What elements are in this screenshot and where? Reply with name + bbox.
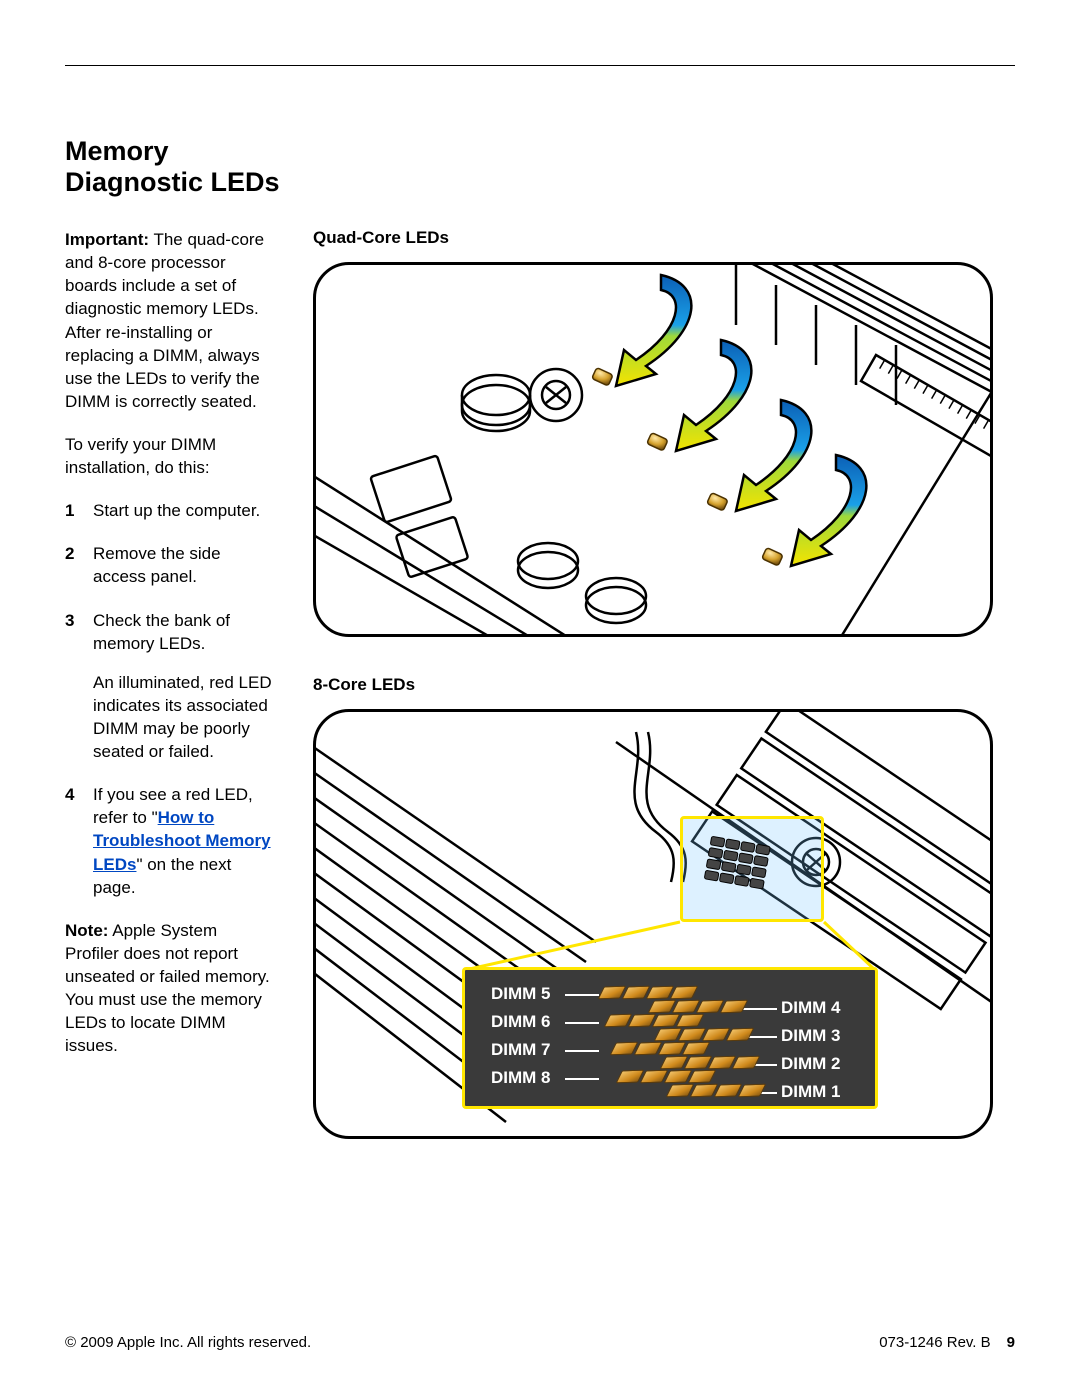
heading-line-1: Memory (65, 136, 169, 166)
page: Memory Diagnostic LEDs Important: The qu… (0, 0, 1080, 1397)
dimm5-label: DIMM 5 (491, 984, 551, 1004)
lead-line (565, 1050, 599, 1052)
dimm-callout: DIMM 5 DIMM 6 DIMM 7 DIMM 8 DIMM 4 DIMM … (462, 967, 878, 1109)
step-text: Remove the side access panel. (93, 542, 275, 588)
chip-row (657, 1026, 753, 1046)
copyright-text: © 2009 Apple Inc. All rights reserved. (65, 1334, 311, 1351)
note-label: Note: (65, 921, 108, 940)
two-column-layout: Important: The quad-core and 8-core proc… (65, 228, 1015, 1139)
note-text: Apple System Profiler does not report un… (65, 921, 270, 1056)
quad-core-figure (313, 262, 993, 637)
step-number: 4 (65, 783, 79, 899)
lead-line (565, 1022, 599, 1024)
step-2: 2 Remove the side access panel. (65, 542, 275, 588)
eight-core-figure: DIMM 5 DIMM 6 DIMM 7 DIMM 8 DIMM 4 DIMM … (313, 709, 993, 1139)
chip-row (663, 1054, 759, 1074)
page-footer: © 2009 Apple Inc. All rights reserved. 0… (65, 1334, 1015, 1351)
quad-core-label: Quad-Core LEDs (313, 228, 1015, 248)
doc-number: 073-1246 Rev. B (879, 1334, 990, 1351)
steps-list: 1 Start up the computer. 2 Remove the si… (65, 499, 275, 899)
lead-line (743, 1008, 777, 1010)
heading-line-2: Diagnostic LEDs (65, 167, 280, 197)
dimm3-label: DIMM 3 (781, 1026, 841, 1046)
step-3-main: Check the bank of memory LEDs. (93, 611, 230, 653)
dimm1-label: DIMM 1 (781, 1082, 841, 1102)
lead-line (565, 994, 599, 996)
dimm2-label: DIMM 2 (781, 1054, 841, 1074)
step-3: 3 Check the bank of memory LEDs. An illu… (65, 609, 275, 764)
quad-core-svg (316, 265, 993, 637)
left-column: Important: The quad-core and 8-core proc… (65, 228, 275, 1139)
important-text: The quad-core and 8-core processor board… (65, 230, 264, 411)
dimm7-label: DIMM 7 (491, 1040, 551, 1060)
step-3-sub: An illuminated, red LED indicates its as… (93, 671, 275, 763)
step-text: Check the bank of memory LEDs. An illumi… (93, 609, 275, 764)
dimm8-label: DIMM 8 (491, 1068, 551, 1088)
eight-core-label: 8-Core LEDs (313, 675, 1015, 695)
step-1: 1 Start up the computer. (65, 499, 275, 522)
important-paragraph: Important: The quad-core and 8-core proc… (65, 228, 275, 413)
dimm4-label: DIMM 4 (781, 998, 841, 1018)
lead-line (565, 1078, 599, 1080)
dimm6-label: DIMM 6 (491, 1012, 551, 1032)
top-rule (65, 65, 1015, 66)
step-text: Start up the computer. (93, 499, 275, 522)
important-label: Important: (65, 230, 149, 249)
step-number: 1 (65, 499, 79, 522)
verify-paragraph: To verify your DIMM installation, do thi… (65, 433, 275, 479)
step-number: 2 (65, 542, 79, 588)
page-number: 9 (1007, 1334, 1015, 1351)
led-arrows (592, 275, 867, 566)
right-column: Quad-Core LEDs (313, 228, 1015, 1139)
note-paragraph: Note: Apple System Profiler does not rep… (65, 919, 275, 1058)
step-number: 3 (65, 609, 79, 764)
step-4: 4 If you see a red LED, refer to "How to… (65, 783, 275, 899)
step-text: If you see a red LED, refer to "How to T… (93, 783, 275, 899)
chip-row (651, 998, 747, 1018)
chip-row (669, 1082, 765, 1102)
section-heading: Memory Diagnostic LEDs (65, 136, 1015, 198)
footer-right: 073-1246 Rev. B 9 (879, 1334, 1015, 1351)
